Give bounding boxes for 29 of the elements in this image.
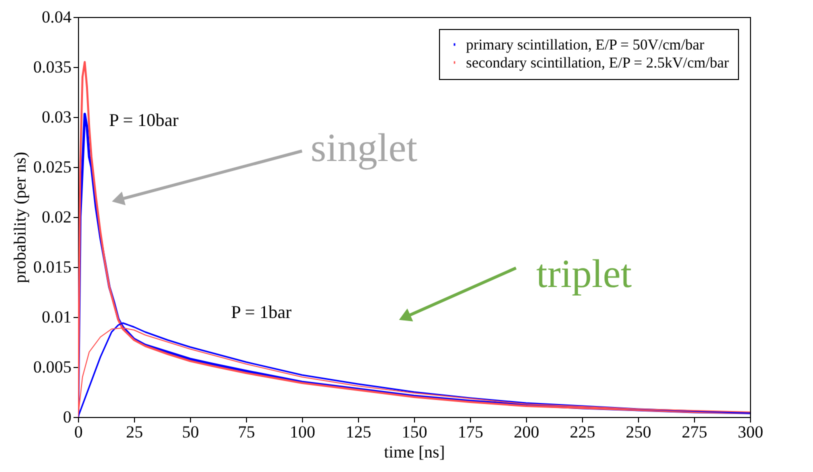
- annotation: singlet: [310, 125, 418, 170]
- y-tick-label: 0.03: [42, 108, 72, 126]
- annotation: P = 1bar: [231, 302, 292, 322]
- y-tick-label: 0.035: [33, 58, 72, 76]
- x-tick-label: 75: [238, 422, 255, 442]
- x-tick-label: 100: [290, 422, 316, 442]
- y-tick-label: 0.025: [33, 158, 72, 176]
- x-tick-label: 175: [458, 422, 484, 442]
- x-tick-label: 250: [626, 422, 652, 442]
- x-tick-label: 225: [570, 422, 596, 442]
- y-tick-label: 0.04: [42, 8, 72, 26]
- y-tick-label: 0.01: [42, 308, 72, 326]
- y-tick-label: 0: [63, 408, 72, 426]
- x-tick-label: 50: [182, 422, 199, 442]
- y-tick-label: 0.005: [33, 358, 72, 376]
- legend-label: primary scintillation, E/P = 50V/cm/bar: [466, 38, 704, 54]
- x-tick-label: 200: [514, 422, 540, 442]
- x-tick-label: 25: [126, 422, 143, 442]
- x-tick-label: 150: [402, 422, 428, 442]
- annotation: triplet: [536, 251, 632, 296]
- x-tick-label: 275: [682, 422, 708, 442]
- legend-label: secondary scintillation, E/P = 2.5kV/cm/bar: [466, 56, 729, 72]
- x-axis-title: time [ns]: [384, 442, 445, 462]
- x-tick-label: 125: [346, 422, 372, 442]
- x-tick-label: 300: [738, 422, 764, 442]
- y-tick-label: 0.02: [42, 208, 72, 226]
- annotation: P = 10bar: [109, 110, 178, 130]
- y-tick-label: 0.015: [33, 258, 72, 276]
- y-axis-title: probability (per ns): [10, 152, 30, 284]
